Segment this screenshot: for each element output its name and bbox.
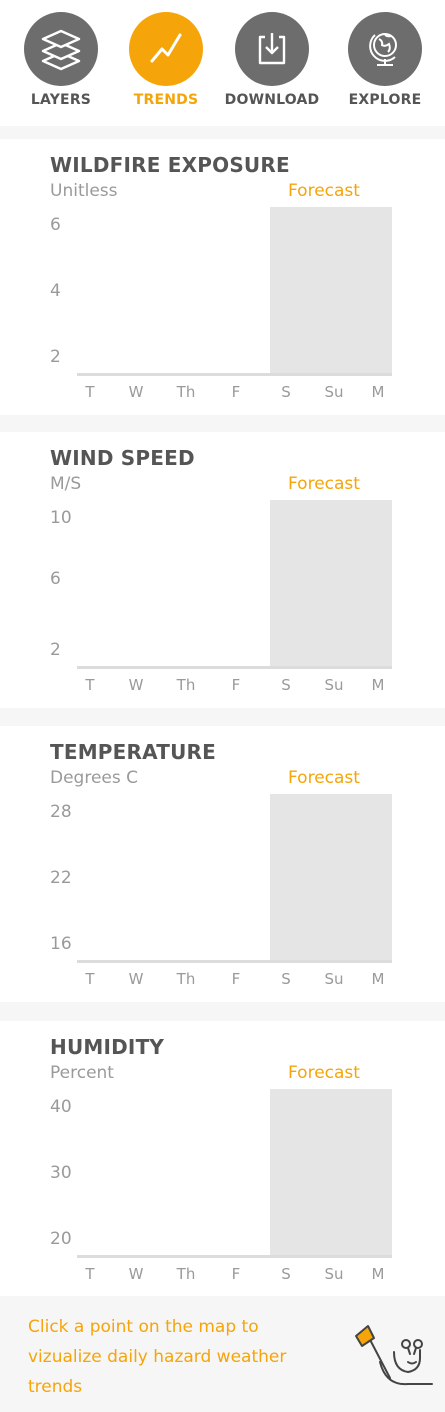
chart-unit: Percent xyxy=(50,1063,114,1083)
x-tick: T xyxy=(85,970,95,988)
y-tick: 30 xyxy=(50,1163,72,1183)
chart-unit: Unitless xyxy=(50,181,118,201)
forecast-region xyxy=(270,207,392,375)
globe-icon xyxy=(369,33,397,66)
x-tick: F xyxy=(231,970,241,988)
layers-icon xyxy=(41,29,81,71)
chart-unit: M/S xyxy=(50,474,82,494)
y-tick: 16 xyxy=(50,934,72,954)
y-tick: 22 xyxy=(50,868,72,888)
x-tick: W xyxy=(128,1265,144,1283)
chart-baseline xyxy=(77,666,392,669)
x-tick: T xyxy=(85,1265,95,1283)
nav-trends[interactable]: TRENDS xyxy=(111,10,221,120)
chart-baseline xyxy=(77,373,392,376)
forecast-label: Forecast xyxy=(288,768,360,788)
nav-layers-label: LAYERS xyxy=(30,92,92,108)
forecast-region xyxy=(270,1089,392,1257)
trend-line-icon xyxy=(150,33,182,63)
x-tick: M xyxy=(371,383,385,401)
y-tick: 6 xyxy=(50,569,61,589)
nav-download-circle xyxy=(235,12,309,86)
download-icon xyxy=(258,33,286,65)
x-tick: M xyxy=(371,676,385,694)
footer-hint: Click a point on the map to vizualize da… xyxy=(0,1296,445,1412)
x-tick: M xyxy=(371,970,385,988)
chart-title: WIND SPEED xyxy=(50,446,195,470)
y-tick: 28 xyxy=(50,802,72,822)
nav-trends-circle xyxy=(129,12,203,86)
x-tick: Th xyxy=(176,676,196,694)
x-tick: T xyxy=(85,676,95,694)
chart-title: HUMIDITY xyxy=(50,1035,165,1059)
y-tick: 6 xyxy=(50,215,61,235)
x-tick: S xyxy=(281,383,291,401)
x-tick: T xyxy=(85,383,95,401)
forecast-label: Forecast xyxy=(288,1063,360,1083)
nav-layers-circle xyxy=(24,12,98,86)
snail-flag-icon xyxy=(355,1325,433,1386)
forecast-region xyxy=(270,500,392,668)
x-tick: Su xyxy=(324,970,344,988)
x-tick: W xyxy=(128,676,144,694)
humidity-card: HUMIDITY Percent Forecast 40 30 20 T W Th F… xyxy=(0,1021,445,1297)
nav-explore-circle xyxy=(348,12,422,86)
nav-explore[interactable]: EXPLORE xyxy=(330,10,440,120)
nav-download[interactable]: DOWNLOAD xyxy=(217,10,327,120)
x-tick: Th xyxy=(176,970,196,988)
forecast-label: Forecast xyxy=(288,181,360,201)
chart-title: TEMPERATURE xyxy=(50,740,216,764)
x-tick: Th xyxy=(176,1265,196,1283)
x-tick: Su xyxy=(324,1265,344,1283)
x-tick: F xyxy=(231,383,241,401)
wind-speed-card: WIND SPEED M/S Forecast 10 6 2 T W Th F S Su M xyxy=(0,432,445,708)
top-navigation: LAYERS TRENDS DOWNLOAD xyxy=(0,0,445,126)
x-tick: F xyxy=(231,676,241,694)
y-tick: 10 xyxy=(50,508,72,528)
x-tick: Su xyxy=(324,383,344,401)
y-tick: 20 xyxy=(50,1229,72,1249)
y-tick: 40 xyxy=(50,1097,72,1117)
y-tick: 2 xyxy=(50,347,61,367)
nav-layers[interactable]: LAYERS xyxy=(6,10,116,120)
wildfire-exposure-card: WILDFIRE EXPOSURE Unitless Forecast 6 4 … xyxy=(0,139,445,415)
y-tick: 4 xyxy=(50,281,61,301)
x-tick: S xyxy=(281,1265,291,1283)
x-tick: Su xyxy=(324,676,344,694)
x-tick: F xyxy=(231,1265,241,1283)
nav-explore-label: EXPLORE xyxy=(348,92,422,108)
x-tick: M xyxy=(371,1265,385,1283)
forecast-region xyxy=(270,794,392,962)
footer-hint-text: Click a point on the map to vizualize da… xyxy=(28,1317,287,1397)
x-tick: Th xyxy=(176,383,196,401)
chart-title: WILDFIRE EXPOSURE xyxy=(50,153,290,177)
forecast-label: Forecast xyxy=(288,474,360,494)
x-tick: W xyxy=(128,383,144,401)
nav-download-label: DOWNLOAD xyxy=(224,92,320,108)
x-tick: W xyxy=(128,970,144,988)
y-tick: 2 xyxy=(50,640,61,660)
temperature-card: TEMPERATURE Degrees C Forecast 28 22 16 … xyxy=(0,726,445,1002)
chart-unit: Degrees C xyxy=(50,768,139,788)
nav-trends-label: TRENDS xyxy=(133,92,199,108)
chart-baseline xyxy=(77,1255,392,1258)
x-tick: S xyxy=(281,970,291,988)
x-tick: S xyxy=(281,676,291,694)
chart-baseline xyxy=(77,960,392,963)
